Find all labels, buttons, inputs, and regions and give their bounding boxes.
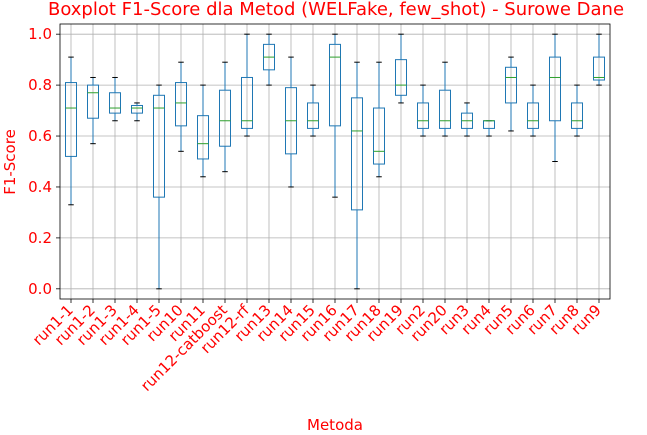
- iqr-box: [505, 66, 517, 104]
- box-run12-rf: [241, 33, 253, 137]
- box-run1-2: [87, 76, 99, 145]
- box-run4: [483, 120, 495, 137]
- iqr-box: [329, 43, 341, 127]
- iqr-box: [219, 89, 231, 147]
- box-run8: [571, 84, 583, 137]
- y-tick-label: 1.0: [28, 25, 52, 43]
- box-run1-4: [131, 102, 143, 122]
- y-tick-label: 0.2: [28, 229, 52, 247]
- box-run9: [593, 33, 605, 86]
- box-run11: [197, 84, 209, 178]
- box-run16: [329, 33, 341, 198]
- chart-title: Boxplot F1-Score dla Metod (WELFake, few…: [48, 0, 624, 20]
- box-layer: [65, 33, 605, 290]
- box-run1-3: [109, 76, 121, 122]
- iqr-box: [351, 97, 363, 211]
- iqr-box: [549, 56, 561, 122]
- y-tick-label: 0.0: [28, 280, 52, 298]
- iqr-box: [307, 102, 319, 129]
- iqr-box: [417, 102, 429, 129]
- iqr-box: [527, 102, 539, 129]
- box-run6: [527, 84, 539, 137]
- box-run17: [351, 61, 363, 290]
- iqr-box: [87, 84, 99, 119]
- box-run7: [549, 33, 561, 162]
- iqr-box: [395, 59, 407, 96]
- iqr-box: [571, 102, 583, 129]
- iqr-box: [131, 104, 143, 114]
- iqr-box: [439, 89, 451, 129]
- iqr-box: [593, 56, 605, 81]
- box-run1-5: [153, 84, 165, 290]
- box-run1-1: [65, 56, 77, 206]
- iqr-box: [241, 76, 253, 129]
- box-run18: [373, 61, 385, 178]
- y-tick-label: 0.4: [28, 178, 52, 196]
- box-run2: [417, 84, 429, 137]
- box-run3: [461, 102, 473, 137]
- box-run20: [439, 61, 451, 137]
- iqr-box: [153, 94, 165, 198]
- box-run15: [307, 84, 319, 137]
- iqr-box: [197, 115, 209, 160]
- iqr-box: [373, 107, 385, 165]
- box-run13: [263, 33, 275, 86]
- box-run5: [505, 56, 517, 132]
- box-run12-catboost: [219, 61, 231, 173]
- x-axis-label: Metoda: [307, 416, 363, 434]
- box-run10: [175, 61, 187, 152]
- y-axis-label: F1-Score: [1, 129, 19, 195]
- iqr-box: [109, 92, 121, 114]
- iqr-box: [175, 82, 187, 127]
- box-run19: [395, 33, 407, 104]
- box-run14: [285, 56, 297, 188]
- y-tick-label: 0.8: [28, 76, 52, 94]
- iqr-box: [65, 82, 77, 157]
- y-tick-label: 0.6: [28, 127, 52, 145]
